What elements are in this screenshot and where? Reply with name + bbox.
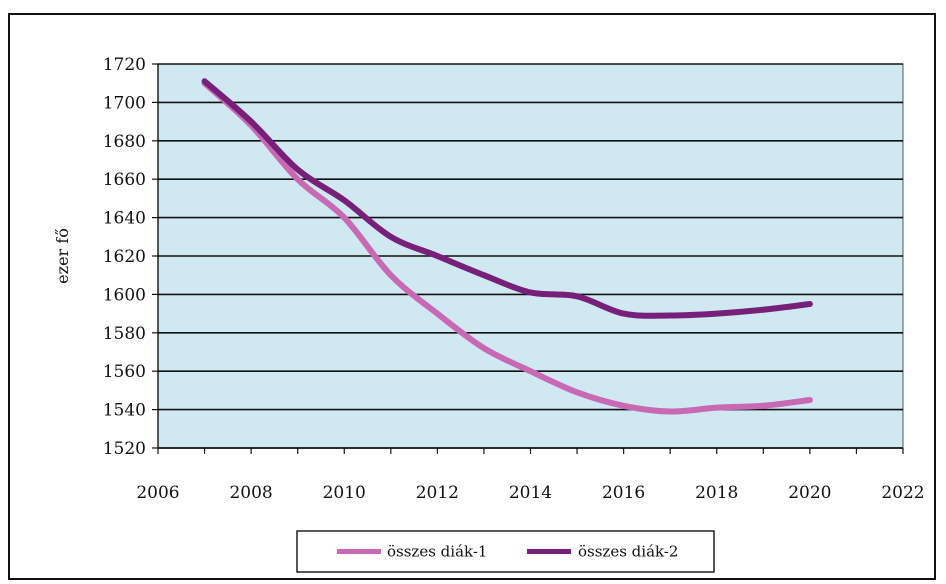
y-tick-label: 1520 — [103, 439, 146, 459]
x-tick-label: 2018 — [695, 483, 738, 503]
y-tick-label: 1600 — [103, 285, 146, 305]
legend-label: összes diák-1 — [387, 543, 487, 561]
axes — [152, 63, 904, 454]
series-lines — [201, 78, 813, 415]
x-tick-labels: 2006 2008 2010 2012 2014 2016 2018 2020 2022 — [136, 483, 924, 503]
x-tick-label: 2016 — [602, 483, 645, 503]
legend-label: összes diák-2 — [578, 543, 678, 561]
y-tick-label: 1700 — [103, 93, 146, 113]
series-line-2 — [201, 78, 813, 319]
legend: összes diák-1 összes diák-2 — [296, 530, 715, 573]
y-tick-label: 1660 — [103, 170, 146, 190]
x-tick-label: 2014 — [509, 483, 552, 503]
y-axis-label: ezer fő — [53, 228, 72, 284]
x-tick-label: 2020 — [788, 483, 831, 503]
series-line-1 — [201, 80, 813, 415]
x-tick-label: 2012 — [416, 483, 459, 503]
y-tick-label: 1560 — [103, 362, 146, 382]
y-tick-label: 1720 — [103, 55, 146, 75]
x-tick-label: 2006 — [136, 483, 179, 503]
y-tick-label: 1640 — [103, 209, 146, 229]
x-tick-label: 2008 — [229, 483, 272, 503]
x-tick-label: 2022 — [881, 483, 924, 503]
y-tick-label: 1620 — [103, 247, 146, 267]
x-tick-label: 2010 — [323, 483, 366, 503]
y-tick-label: 1540 — [103, 401, 146, 421]
y-tick-label: 1580 — [103, 324, 146, 344]
y-tick-labels: 1520 1540 1560 1580 1600 1620 1640 1660 1680 1700… — [103, 55, 146, 459]
y-tick-label: 1680 — [103, 132, 146, 152]
